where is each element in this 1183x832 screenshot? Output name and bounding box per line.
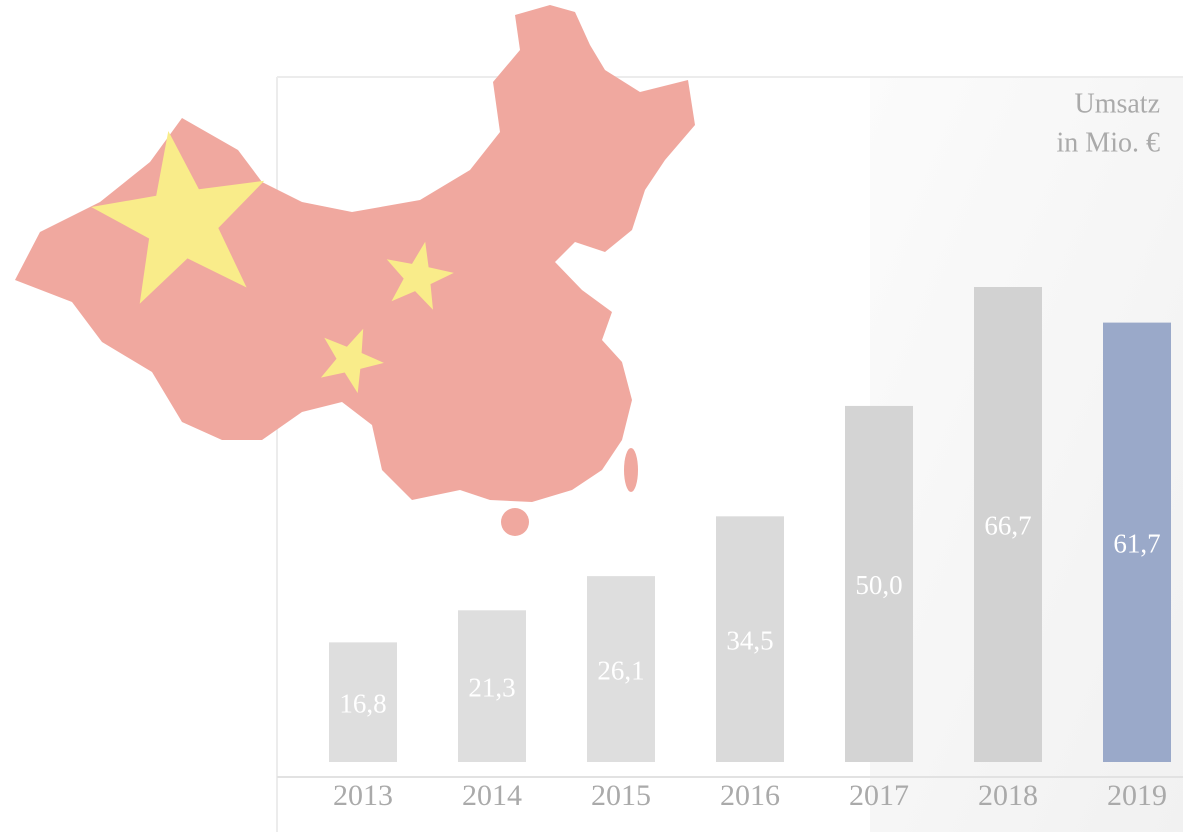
bar: [845, 405, 913, 762]
x-tick-label: 2016: [720, 779, 780, 812]
map-shape: [15, 5, 695, 502]
chart-title: Umsatz: [1074, 88, 1160, 119]
x-tick-label: 2013: [333, 779, 393, 812]
x-tick-label: 2014: [462, 779, 522, 812]
bar: [587, 576, 655, 762]
china-map: [15, 5, 695, 536]
x-tick-label: 2019: [1107, 779, 1167, 812]
bar: [974, 287, 1042, 762]
bar: [329, 642, 397, 762]
bar: [1103, 322, 1171, 762]
map-taiwan: [624, 448, 638, 492]
x-tick-label: 2018: [978, 779, 1038, 812]
map-hainan: [501, 508, 529, 536]
x-tick-label: 2017: [849, 779, 909, 812]
value-label: 66,7: [984, 511, 1031, 541]
flag-star: [386, 241, 454, 310]
flag-star: [91, 131, 265, 304]
value-label: 21,3: [468, 672, 515, 702]
value-label: 61,7: [1113, 529, 1160, 559]
bar: [458, 610, 526, 762]
flag-star: [320, 328, 384, 394]
value-label: 34,5: [726, 625, 773, 655]
value-label: 26,1: [597, 655, 644, 685]
value-label: 16,8: [339, 688, 386, 718]
x-tick-label: 2015: [591, 779, 651, 812]
bar: [716, 516, 784, 762]
value-label: 50,0: [855, 570, 902, 600]
chart-subtitle: in Mio. €: [1057, 127, 1160, 158]
